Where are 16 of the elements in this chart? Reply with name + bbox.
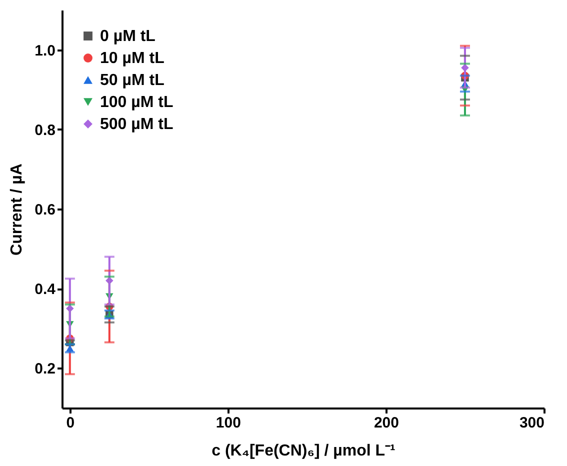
x-axis-title: c (K₄[Fe(CN)₆] / µmol L⁻¹ xyxy=(212,442,396,460)
y-tick-label: 0.4 xyxy=(34,281,56,298)
legend-label: 100 µM tL xyxy=(100,94,174,111)
x-tick-label: 0 xyxy=(66,414,75,432)
legend-label: 10 µM tL xyxy=(100,50,165,67)
y-tick-label: 0.8 xyxy=(34,122,56,139)
legend-label: 500 µM tL xyxy=(100,116,174,133)
y-tick-label: 0.6 xyxy=(34,202,56,218)
x-tick-label: 300 xyxy=(519,414,544,432)
legend-label: 50 µM tL xyxy=(100,72,165,89)
y-axis-title: Current / µA xyxy=(8,163,26,256)
y-tick-label: 0.2 xyxy=(34,360,56,378)
y-tick-label: 1.0 xyxy=(34,42,56,60)
x-tick-label: 100 xyxy=(216,414,241,432)
x-tick-label: 200 xyxy=(374,414,399,432)
legend-label: 0 µM tL xyxy=(100,28,156,45)
